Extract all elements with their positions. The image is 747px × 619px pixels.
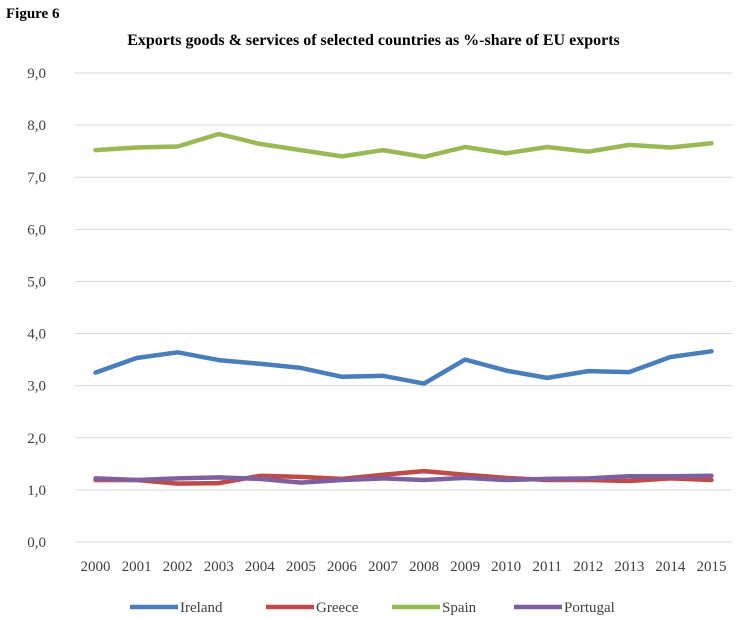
y-tick-label: 0,0 <box>27 535 46 551</box>
x-tick-label: 2002 <box>163 559 193 575</box>
legend-item-ireland: Ireland <box>130 600 223 616</box>
series-line-greece <box>93 468 714 486</box>
series-line-ireland <box>93 349 714 386</box>
x-tick-label: 2005 <box>286 559 316 575</box>
legend-label: Greece <box>316 600 359 616</box>
series-lines <box>93 131 714 486</box>
legend-label: Portugal <box>564 600 615 616</box>
legend: Ireland Greece Spain Portugal <box>130 600 615 616</box>
y-tick-label: 5,0 <box>27 274 46 290</box>
y-tick-label: 7,0 <box>27 170 46 186</box>
x-tick-label: 2009 <box>450 559 480 575</box>
x-tick-label: 2000 <box>81 559 111 575</box>
legend-item-spain: Spain <box>392 600 477 616</box>
x-tick-label: 2006 <box>327 559 358 575</box>
legend-item-portugal: Portugal <box>514 600 615 616</box>
x-tick-label: 2008 <box>409 559 439 575</box>
y-axis-ticks: 0,0 1,0 2,0 3,0 4,0 5,0 6,0 7,0 8,0 9,0 <box>27 66 46 551</box>
x-tick-label: 2013 <box>614 559 644 575</box>
x-tick-label: 2011 <box>532 559 561 575</box>
x-axis-ticks: 2000 2001 2002 2003 2004 2005 2006 2007 2008 2009… <box>81 559 727 575</box>
x-tick-label: 2012 <box>573 559 603 575</box>
y-tick-label: 9,0 <box>27 66 46 82</box>
series-line-spain <box>93 131 714 160</box>
legend-label: Ireland <box>180 600 223 616</box>
legend-label: Spain <box>442 600 477 616</box>
y-tick-label: 8,0 <box>27 118 46 134</box>
x-tick-label: 2004 <box>245 559 276 575</box>
legend-item-greece: Greece <box>266 600 359 616</box>
x-tick-label: 2007 <box>368 559 399 575</box>
x-tick-label: 2015 <box>696 559 726 575</box>
x-tick-label: 2014 <box>655 559 686 575</box>
y-tick-label: 3,0 <box>27 379 46 395</box>
figure-label: Figure 6 <box>6 6 60 22</box>
y-tick-label: 6,0 <box>27 222 46 238</box>
series-line-portugal <box>93 473 714 485</box>
y-tick-label: 1,0 <box>27 483 46 499</box>
y-tick-label: 2,0 <box>27 431 46 447</box>
x-tick-label: 2003 <box>204 559 234 575</box>
x-tick-label: 2001 <box>122 559 152 575</box>
x-tick-label: 2010 <box>491 559 521 575</box>
y-tick-label: 4,0 <box>27 327 46 343</box>
chart-title: Exports goods & services of selected cou… <box>127 32 620 49</box>
gridlines <box>75 72 732 543</box>
